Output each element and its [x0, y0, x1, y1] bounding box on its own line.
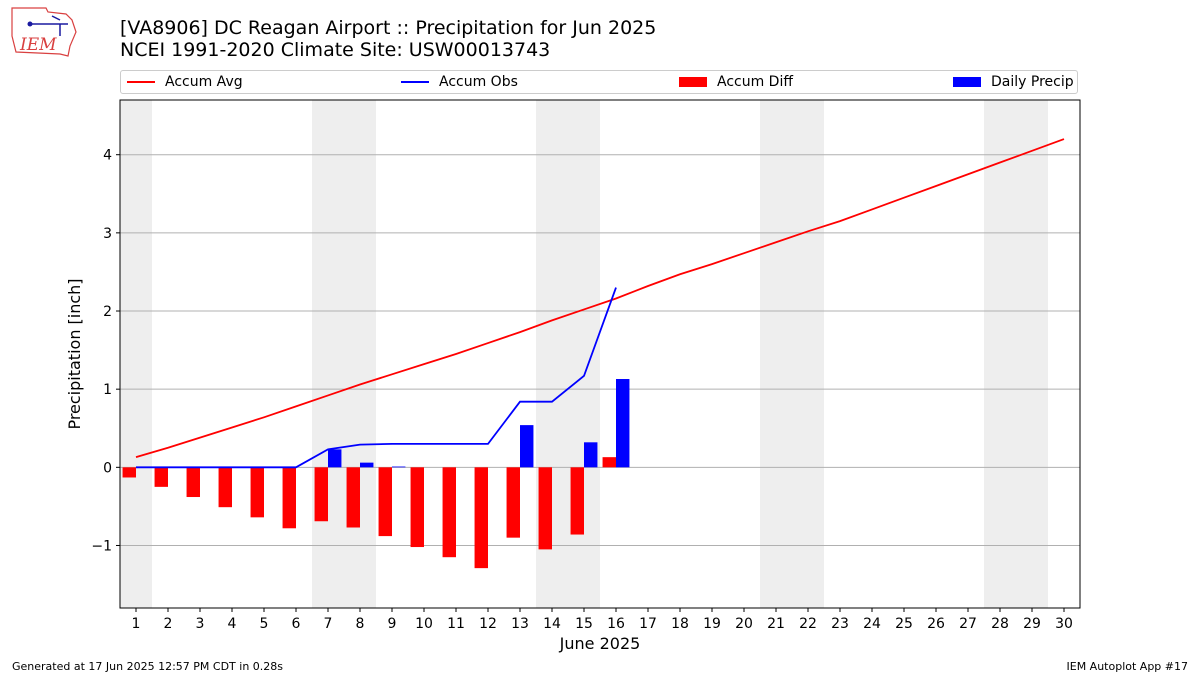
x-tick-label: 4 [228, 616, 237, 632]
x-tick-label: 30 [1055, 616, 1073, 632]
accum-diff-bar [474, 467, 488, 569]
legend-swatch [679, 77, 707, 87]
accum-diff-bar [410, 467, 424, 548]
y-tick-label: 1 [103, 382, 112, 398]
accum-diff-bar [346, 467, 360, 528]
accum-diff-bar [218, 467, 232, 508]
weekend-band [120, 100, 152, 608]
x-tick-label: 9 [388, 616, 397, 632]
accum-diff-bar [602, 457, 616, 468]
x-tick-label: 13 [511, 616, 529, 632]
accum-diff-bar [154, 467, 168, 487]
legend-label: Accum Diff [717, 74, 794, 90]
legend-swatch [401, 81, 429, 83]
x-tick-label: 29 [1023, 616, 1041, 632]
plot-frame [119, 99, 1081, 609]
x-tick-label: 22 [799, 616, 817, 632]
x-tick-label: 11 [447, 616, 465, 632]
weekend-band [984, 100, 1048, 608]
legend: Accum Avg Accum Obs Accum Diff Daily Pre… [120, 70, 1078, 94]
x-tick-label: 16 [607, 616, 625, 632]
y-tick-label: 4 [103, 148, 112, 164]
x-tick-label: 20 [735, 616, 753, 632]
x-tick-label: 10 [415, 616, 433, 632]
weekend-band [312, 100, 376, 608]
weekend-band [760, 100, 824, 608]
accum-diff-bar [442, 467, 456, 558]
y-tick-label: 0 [103, 460, 112, 476]
x-tick-label: 28 [991, 616, 1009, 632]
legend-item-daily-precip: Daily Precip [953, 71, 1074, 93]
legend-label: Daily Precip [991, 74, 1074, 90]
x-tick-label: 14 [543, 616, 561, 632]
x-tick-label: 27 [959, 616, 977, 632]
x-tick-label: 17 [639, 616, 657, 632]
x-tick-label: 2 [164, 616, 173, 632]
x-tick-label: 24 [863, 616, 881, 632]
daily-precip-bar [328, 449, 342, 468]
legend-item-accum-obs: Accum Obs [401, 71, 518, 93]
x-tick-label: 6 [292, 616, 301, 632]
x-tick-label: 25 [895, 616, 913, 632]
x-tick-label: 7 [324, 616, 333, 632]
footer-generated: Generated at 17 Jun 2025 12:57 PM CDT in… [12, 660, 284, 673]
chart-title: [VA8906] DC Reagan Airport :: Precipitat… [120, 17, 657, 39]
legend-item-accum-diff: Accum Diff [679, 71, 793, 93]
accum-diff-bar [250, 467, 264, 518]
y-tick-label: −1 [91, 538, 112, 554]
accum-diff-bar [314, 467, 328, 522]
y-tick-label: 2 [103, 304, 112, 320]
x-tick-label: 3 [196, 616, 205, 632]
x-tick-label: 26 [927, 616, 945, 632]
legend-swatch [127, 81, 155, 83]
legend-item-accum-avg: Accum Avg [127, 71, 243, 93]
daily-precip-bar [616, 379, 630, 468]
accum-diff-bar [570, 467, 584, 535]
footer-app: IEM Autoplot App #17 [1066, 660, 1189, 673]
x-axis-label: June 2025 [559, 634, 641, 653]
accum-obs-line [136, 287, 617, 469]
x-tick-label: 1 [132, 616, 141, 632]
x-tick-label: 5 [260, 616, 269, 632]
legend-swatch [953, 77, 981, 87]
legend-label: Accum Obs [439, 74, 518, 90]
x-tick-label: 12 [479, 616, 497, 632]
x-tick-label: 8 [356, 616, 365, 632]
accum-avg-line [135, 138, 1065, 459]
y-axis-label: Precipitation [inch] [65, 278, 84, 429]
logo-text: IEM [19, 35, 57, 55]
accum-diff-bar [538, 467, 552, 550]
accum-diff-bar [378, 467, 392, 537]
daily-precip-bar [360, 462, 374, 468]
daily-precip-bar [584, 442, 598, 468]
accum-diff-bar [122, 467, 136, 478]
legend-label: Accum Avg [165, 74, 243, 90]
x-tick-label: 21 [767, 616, 785, 632]
daily-precip-bar [392, 466, 406, 468]
accum-diff-bar [282, 467, 296, 529]
chart-subtitle: NCEI 1991-2020 Climate Site: USW00013743 [120, 39, 551, 61]
y-tick-label: 3 [103, 226, 112, 242]
x-tick-label: 23 [831, 616, 849, 632]
x-tick-label: 19 [703, 616, 721, 632]
accum-diff-bar [506, 467, 520, 538]
daily-precip-bar [520, 425, 534, 468]
iem-logo: IEM [11, 7, 77, 57]
x-tick-label: 15 [575, 616, 593, 632]
x-tick-label: 18 [671, 616, 689, 632]
accum-diff-bar [186, 467, 200, 498]
